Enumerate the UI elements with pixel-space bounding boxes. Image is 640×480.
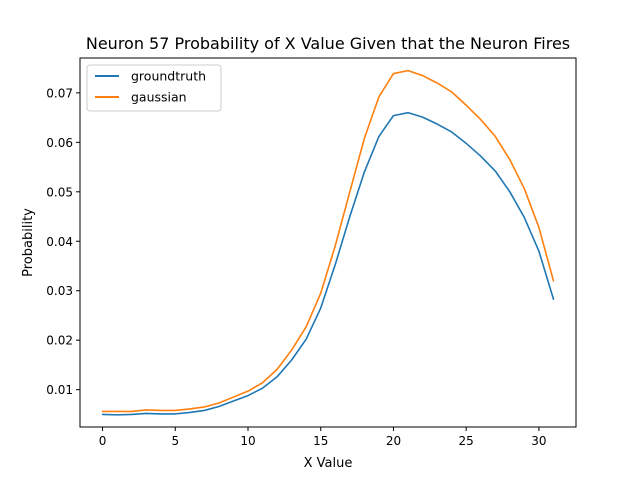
y-tick-label: 0.01: [46, 383, 73, 397]
y-tick-label: 0.07: [46, 86, 73, 100]
series-line-gaussian: [101, 69, 555, 413]
x-tick-label: 5: [171, 434, 179, 448]
x-tick-label: 25: [459, 434, 474, 448]
y-axis-ticks: 0.01 0.02 0.03 0.04 0.05 0.06 0.07: [46, 86, 80, 397]
x-tick-label: 0: [99, 434, 107, 448]
y-tick-label: 0.05: [46, 185, 73, 199]
plot-area: [79, 57, 577, 428]
y-tick-label: 0.02: [46, 334, 73, 348]
legend: groundtruth gaussian: [86, 64, 222, 112]
legend-box: [86, 64, 222, 112]
y-tick-label: 0.03: [46, 284, 73, 298]
x-tick-label: 20: [386, 434, 401, 448]
x-tick-label: 30: [531, 434, 546, 448]
y-axis-label: Probability: [21, 208, 36, 277]
legend-label-gaussian: gaussian: [131, 90, 187, 105]
legend-label-groundtruth: groundtruth: [131, 69, 206, 84]
y-tick-label: 0.06: [46, 136, 73, 150]
x-axis-ticks: 0 5 10 15 20 25 30: [99, 427, 547, 448]
series-line-groundtruth: [101, 111, 555, 416]
x-tick-label: 15: [313, 434, 328, 448]
x-tick-label: 10: [240, 434, 255, 448]
series-layer: [101, 69, 555, 416]
y-tick-label: 0.04: [46, 235, 73, 249]
x-axis-label: X Value: [304, 456, 353, 471]
chart-title: Neuron 57 Probability of X Value Given t…: [86, 34, 570, 53]
axes-frame: [79, 57, 577, 428]
